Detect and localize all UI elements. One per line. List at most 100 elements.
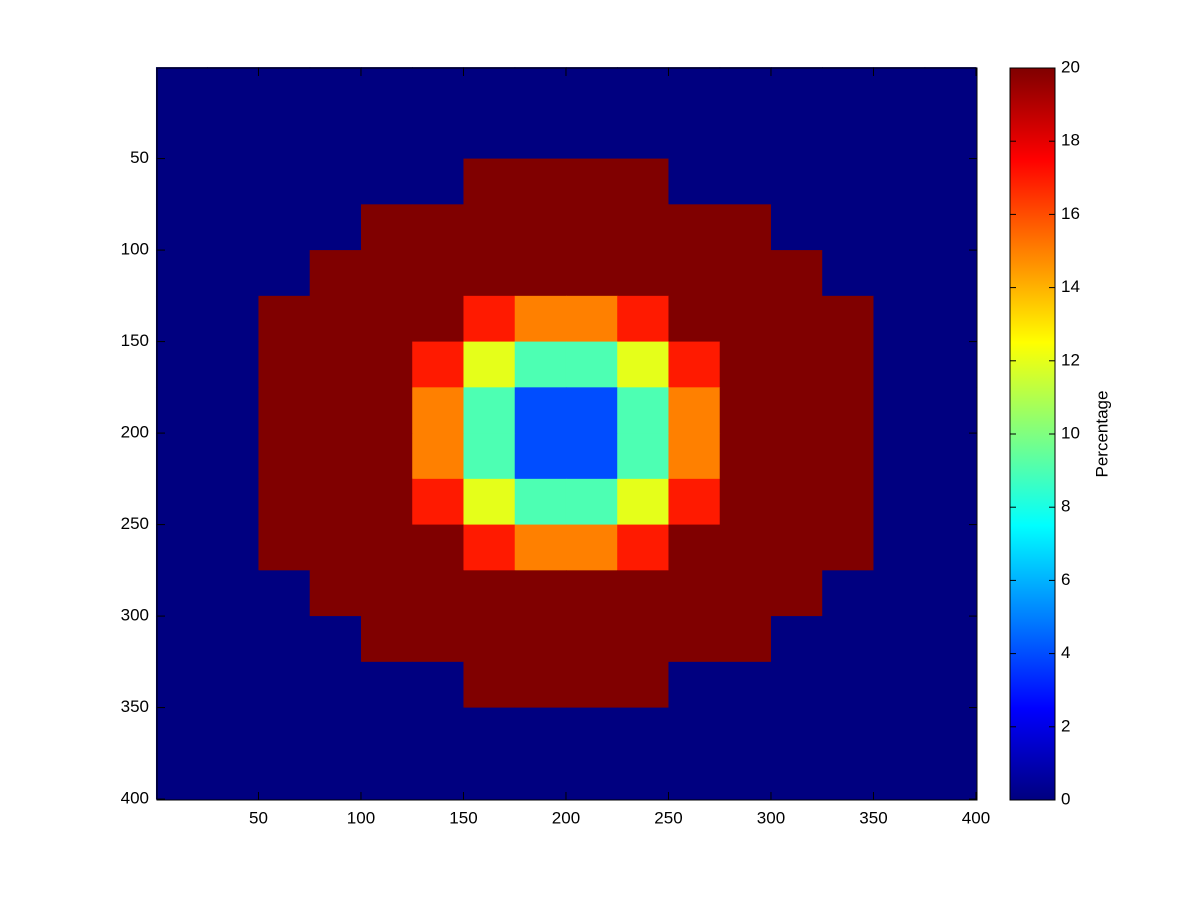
heatmap-cell — [514, 112, 567, 160]
heatmap-cell — [822, 204, 874, 251]
heatmap-cell — [873, 707, 926, 754]
heatmap-cell — [565, 295, 618, 343]
heatmap-cell — [668, 158, 721, 205]
heatmap-cell — [412, 67, 464, 114]
x-tick-label: 50 — [249, 808, 268, 827]
heatmap-cell — [155, 433, 208, 480]
heatmap-cell — [668, 433, 721, 480]
heatmap-cell — [822, 295, 874, 343]
heatmap-cell — [873, 295, 926, 343]
heatmap-cell — [565, 753, 618, 800]
heatmap-cell — [873, 341, 926, 388]
heatmap-cell — [873, 387, 926, 434]
heatmap-cell — [617, 341, 669, 388]
heatmap-cell — [719, 478, 772, 526]
heatmap-cell — [822, 341, 874, 388]
y-tick-label: 200 — [121, 423, 149, 442]
heatmap-cell — [412, 661, 464, 709]
heatmap-cell — [719, 753, 772, 800]
heatmap-cell — [514, 707, 567, 754]
heatmap-cell — [258, 433, 311, 480]
heatmap-cell — [924, 524, 977, 571]
heatmap-cell — [360, 204, 413, 251]
heatmap-cell — [155, 524, 208, 571]
heatmap-cell — [309, 433, 362, 480]
heatmap-cell — [258, 387, 311, 434]
heatmap-cell — [924, 204, 977, 251]
heatmap-cell — [719, 341, 772, 388]
colorbar-tick-label: 2 — [1061, 716, 1070, 735]
heatmap-cell — [770, 387, 823, 434]
heatmap-cell — [873, 661, 926, 709]
heatmap-cell — [155, 341, 208, 388]
heatmap-cell — [463, 158, 516, 205]
heatmap-cell — [514, 570, 567, 617]
heatmap-cell — [719, 387, 772, 434]
heatmap-cell — [360, 250, 413, 297]
x-tick-label: 150 — [449, 808, 477, 827]
heatmap-cell — [360, 433, 413, 480]
heatmap-cell — [770, 707, 823, 754]
colorbar-tick-label: 12 — [1061, 350, 1080, 369]
heatmap-cell — [412, 295, 464, 343]
heatmap-cell — [463, 67, 516, 114]
heatmap-cell — [412, 616, 464, 663]
heatmap-cell — [360, 158, 413, 205]
heatmap-cell — [155, 387, 208, 434]
heatmap-cell — [207, 387, 259, 434]
heatmap-cell — [360, 753, 413, 800]
heatmap-cell — [412, 524, 464, 571]
heatmap-cell — [360, 387, 413, 434]
heatmap-cell — [617, 158, 669, 205]
heatmap-cell — [463, 524, 516, 571]
heatmap-cell — [770, 67, 823, 114]
heatmap-cell — [924, 387, 977, 434]
heatmap-cell — [565, 67, 618, 114]
heatmap-cell — [668, 204, 721, 251]
colorbar-tick-label: 14 — [1061, 277, 1080, 296]
colorbar-tick-label: 18 — [1061, 131, 1080, 150]
heatmap-cell — [719, 67, 772, 114]
heatmap-cell — [309, 341, 362, 388]
y-tick-label: 250 — [121, 514, 149, 533]
heatmap-cell — [155, 204, 208, 251]
heatmap-cell — [155, 661, 208, 709]
heatmap-cell — [873, 67, 926, 114]
heatmap-cell — [360, 570, 413, 617]
heatmap-cell — [309, 753, 362, 800]
heatmap-cell — [514, 616, 567, 663]
heatmap-cell — [770, 158, 823, 205]
heatmap-cell — [309, 707, 362, 754]
heatmap-cell — [924, 112, 977, 160]
heatmap-cell — [514, 753, 567, 800]
heatmap-cell — [412, 341, 464, 388]
heatmap-cell — [155, 112, 208, 160]
heatmap-cell — [412, 478, 464, 526]
heatmap-cell — [822, 250, 874, 297]
heatmap-cell — [565, 524, 618, 571]
heatmap-cell — [360, 295, 413, 343]
x-tick-label: 100 — [347, 808, 375, 827]
heatmap-cell — [719, 616, 772, 663]
colorbar-tick-label: 8 — [1061, 497, 1070, 516]
heatmap-cell — [258, 112, 311, 160]
heatmap-cell — [514, 204, 567, 251]
y-tick-label: 150 — [121, 331, 149, 350]
x-tick-label: 250 — [654, 808, 682, 827]
colorbar-tick-label: 6 — [1061, 570, 1070, 589]
heatmap-cell — [873, 616, 926, 663]
heatmap-cell — [412, 158, 464, 205]
heatmap-cell — [258, 753, 311, 800]
heatmap-cell — [924, 478, 977, 526]
heatmap-cell — [770, 341, 823, 388]
heatmap-cell — [565, 250, 618, 297]
heatmap-cell — [309, 295, 362, 343]
heatmap-cell — [309, 524, 362, 571]
heatmap-cell — [668, 707, 721, 754]
heatmap-cell — [309, 616, 362, 663]
colorbar-tick-label: 16 — [1061, 204, 1080, 223]
heatmap-cell — [668, 524, 721, 571]
heatmap-cell — [719, 570, 772, 617]
heatmap-cell — [668, 616, 721, 663]
